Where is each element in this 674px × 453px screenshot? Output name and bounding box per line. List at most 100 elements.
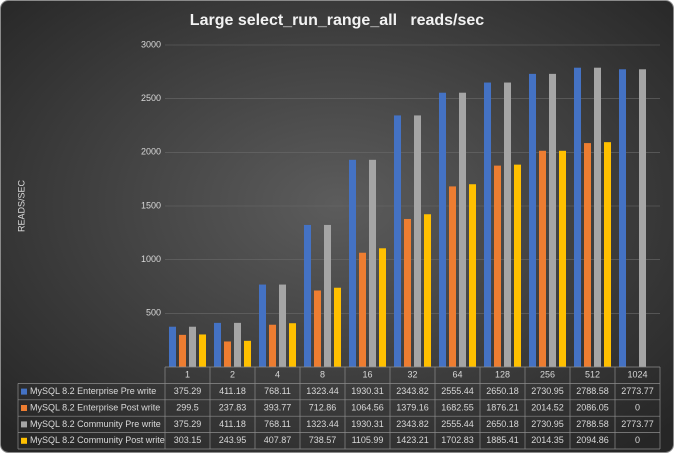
table-value: 299.5 <box>176 402 199 412</box>
legend-swatch <box>21 388 27 395</box>
bar <box>404 218 411 367</box>
table-value: 2343.82 <box>396 386 429 396</box>
bar <box>214 322 221 367</box>
bar <box>584 143 591 367</box>
bar <box>199 334 206 367</box>
bar <box>494 165 501 367</box>
bar <box>314 290 321 367</box>
table-value: 2555.44 <box>441 419 474 429</box>
bar <box>259 284 266 367</box>
table-value: 2086.05 <box>576 402 609 412</box>
x-tick-label: 512 <box>585 370 600 380</box>
table-value: 2773.77 <box>621 419 654 429</box>
bar <box>179 334 186 367</box>
y-tick-label: 1000 <box>141 254 161 264</box>
table-value: 2343.82 <box>396 419 429 429</box>
x-tick-label: 32 <box>407 370 417 380</box>
table-value: 237.83 <box>219 402 247 412</box>
bar <box>234 322 241 367</box>
bar <box>594 67 601 367</box>
y-tick-label: 1500 <box>141 200 161 210</box>
table-value: 411.18 <box>219 386 246 396</box>
bar <box>269 324 276 367</box>
x-tick-label: 128 <box>495 370 510 380</box>
table-value: 768.11 <box>264 386 291 396</box>
bar <box>379 248 386 367</box>
table-value: 2094.86 <box>576 435 609 445</box>
chart-title: Large select_run_range_all reads/sec <box>190 12 484 29</box>
bar <box>244 340 251 367</box>
table-value: 2555.44 <box>441 386 474 396</box>
legend-label: MySQL 8.2 Community Pre write <box>30 419 161 429</box>
legend-swatch <box>21 437 27 444</box>
table-value: 2014.52 <box>531 402 564 412</box>
table-value: 2730.95 <box>531 419 564 429</box>
bar <box>574 67 581 367</box>
legend-swatch <box>21 405 27 411</box>
table-value: 243.95 <box>219 435 247 445</box>
y-tick-label: 500 <box>146 308 161 318</box>
bar <box>349 159 356 367</box>
table-value: 1702.83 <box>441 435 474 445</box>
table-value: 2730.95 <box>531 386 564 396</box>
bar <box>224 341 231 367</box>
bar <box>439 92 446 367</box>
x-tick-label: 1 <box>185 370 190 380</box>
bar <box>289 323 296 367</box>
table-value: 1379.16 <box>396 402 429 412</box>
bar <box>559 150 566 367</box>
table-value: 1885.41 <box>486 435 519 445</box>
table-value: 712.86 <box>309 402 337 412</box>
bar <box>529 73 536 367</box>
bar <box>169 326 176 367</box>
y-tick-label: 2500 <box>141 93 161 103</box>
bar <box>459 92 466 367</box>
x-tick-label: 256 <box>540 370 555 380</box>
bar <box>604 142 611 367</box>
table-value: 1876.21 <box>486 402 519 412</box>
table-value: 2788.58 <box>576 419 609 429</box>
legend-label: MySQL 8.2 Community Post write <box>30 435 165 445</box>
table-value: 393.77 <box>264 402 292 412</box>
table-value: 2788.58 <box>576 386 609 396</box>
bar <box>619 69 626 368</box>
bar <box>324 224 331 367</box>
table-value: 768.11 <box>264 419 291 429</box>
bar <box>539 150 546 367</box>
table-value: 1423.21 <box>396 435 429 445</box>
y-axis-label: READS/SEC <box>16 179 26 232</box>
x-tick-label: 8 <box>320 370 325 380</box>
table-value: 2650.18 <box>486 419 519 429</box>
table-value: 375.29 <box>174 386 202 396</box>
table-value: 2773.77 <box>621 386 654 396</box>
table-value: 1930.31 <box>351 419 384 429</box>
table-value: 1064.56 <box>351 402 384 412</box>
bar <box>334 287 341 367</box>
legend-label: MySQL 8.2 Enterprise Pre write <box>30 386 156 396</box>
bar <box>549 73 556 367</box>
bar <box>484 82 491 367</box>
bar <box>394 115 401 367</box>
table-value: 407.87 <box>264 435 292 445</box>
table-value: 303.15 <box>174 435 202 445</box>
x-tick-label: 4 <box>275 370 280 380</box>
bar <box>514 164 521 367</box>
table-value: 0 <box>635 402 640 412</box>
bar <box>639 69 646 368</box>
table-value: 375.29 <box>174 419 202 429</box>
legend-label: MySQL 8.2 Enterprise Post write <box>30 402 160 412</box>
bar <box>414 115 421 367</box>
bar <box>449 186 456 367</box>
legend-swatch <box>21 421 27 428</box>
x-tick-label: 64 <box>452 370 462 380</box>
y-tick-label: 2000 <box>141 147 161 157</box>
x-tick-label: 2 <box>230 370 235 380</box>
x-tick-label: 16 <box>362 370 372 380</box>
table-value: 2014.35 <box>531 435 564 445</box>
bar <box>359 252 366 367</box>
bar <box>279 284 286 367</box>
bar <box>369 159 376 367</box>
bar <box>504 82 511 367</box>
